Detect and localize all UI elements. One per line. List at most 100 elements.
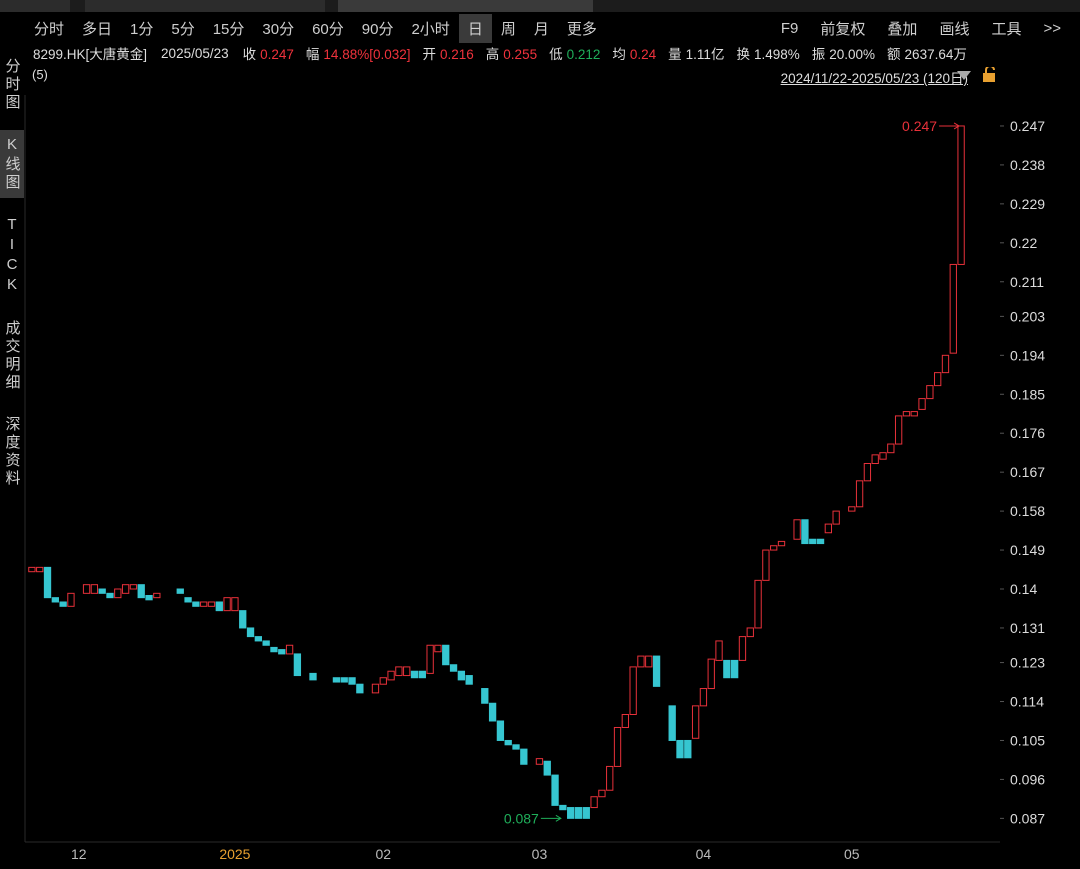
- candle-body: [746, 627, 754, 638]
- candle-body: [652, 655, 661, 687]
- tab[interactable]: [0, 0, 70, 12]
- candle-body: [574, 807, 583, 819]
- candle-body: [887, 443, 895, 454]
- x-tick-label: 05: [844, 846, 860, 862]
- period-button[interactable]: 15分: [212, 20, 245, 38]
- period-button[interactable]: 5分: [171, 20, 195, 38]
- candle-body: [379, 677, 387, 685]
- period-button[interactable]: 分时: [34, 20, 65, 38]
- period-button[interactable]: 2小时: [411, 20, 450, 38]
- sidebar-tab[interactable]: 成交明细: [3, 320, 21, 392]
- candle-body: [723, 659, 731, 679]
- period-button[interactable]: 90分: [361, 20, 394, 38]
- quote-field: 均 0.24: [612, 43, 656, 63]
- candle-body: [121, 584, 130, 594]
- field-value: 0.255: [503, 47, 538, 62]
- period-button[interactable]: 周: [500, 20, 516, 38]
- y-tick-label: 0.096: [1010, 771, 1045, 787]
- candle-body: [106, 592, 114, 599]
- tab[interactable]: [85, 0, 325, 12]
- candle-body: [918, 398, 926, 410]
- sidebar-tab[interactable]: 分时图: [3, 58, 21, 112]
- period-button[interactable]: 1分: [130, 20, 154, 38]
- sidebar-tab[interactable]: K线图: [0, 130, 24, 198]
- period-button[interactable]: 60分: [312, 20, 344, 38]
- lock-icon[interactable]: [983, 73, 995, 82]
- candle-body: [801, 519, 809, 545]
- field-label: 量: [668, 47, 682, 62]
- candle-body: [637, 655, 645, 668]
- candle-body: [941, 354, 950, 374]
- y-tick-label: 0.167: [1010, 464, 1045, 480]
- candle-body: [535, 758, 544, 765]
- y-tick-label: 0.247: [1010, 118, 1045, 134]
- x-tick-label: 02: [375, 846, 391, 862]
- y-tick-label: 0.14: [1010, 581, 1037, 597]
- candle-body: [910, 411, 918, 417]
- candle-body: [481, 688, 489, 704]
- candle-body: [613, 726, 622, 767]
- candle-body: [114, 588, 122, 599]
- candle-body: [67, 592, 75, 607]
- tool-button[interactable]: 工具: [991, 20, 1022, 38]
- candle-body: [176, 588, 184, 594]
- candle-body: [793, 519, 801, 540]
- candle-body: [926, 385, 934, 400]
- field-value: 0.247: [260, 47, 294, 62]
- date-range[interactable]: 2024/11/22-2025/05/23 (120日): [780, 71, 968, 86]
- candle-body: [278, 649, 286, 655]
- sidebar-tab[interactable]: TICK: [3, 216, 21, 296]
- candle-body: [200, 601, 208, 607]
- candle-body: [137, 584, 145, 599]
- candle-body: [36, 566, 44, 573]
- sidebar-tab[interactable]: 深度资料: [3, 416, 21, 488]
- tool-button[interactable]: F9: [780, 19, 799, 37]
- candle-body: [285, 644, 294, 655]
- candle-body: [676, 739, 684, 759]
- symbol: 8299.HK[大唐黄金]: [33, 47, 148, 62]
- candle-body: [309, 672, 317, 681]
- x-tick-label: 04: [696, 846, 712, 862]
- candle-body: [51, 597, 59, 603]
- quote-field: 额 2637.64万: [887, 43, 967, 63]
- field-label: 收: [242, 47, 257, 62]
- candle-body: [832, 510, 840, 525]
- tab[interactable]: [338, 0, 593, 12]
- max-arrow-head: [953, 122, 961, 130]
- candle-body: [418, 670, 426, 679]
- quote-field: 幅 14.88%[0.032]: [306, 43, 411, 63]
- tool-button[interactable]: 叠加: [887, 20, 918, 38]
- quote-date: 2025/05/23: [161, 45, 229, 61]
- tool-button[interactable]: 前复权: [820, 20, 866, 38]
- candle-body: [770, 545, 778, 551]
- tool-button[interactable]: >>: [1043, 19, 1061, 37]
- y-tick-label: 0.149: [1010, 542, 1045, 558]
- quote-field: 低 0.212: [549, 43, 600, 63]
- candle-body: [559, 804, 567, 811]
- candle-body: [691, 705, 700, 739]
- period-button[interactable]: 更多: [566, 20, 597, 38]
- period-button[interactable]: 30分: [262, 20, 295, 38]
- period-button[interactable]: 日: [458, 13, 492, 43]
- max-label: 0.247: [902, 118, 937, 134]
- candle-body: [348, 677, 356, 685]
- period-button[interactable]: 多日: [82, 20, 113, 38]
- candle-body: [863, 463, 872, 482]
- field-label: 高: [485, 47, 500, 62]
- candle-body: [449, 664, 458, 672]
- candle-body: [82, 584, 91, 594]
- candle-body: [520, 748, 528, 765]
- candle-body: [731, 659, 739, 679]
- candle-body: [410, 670, 419, 679]
- period-button[interactable]: 月: [533, 20, 549, 38]
- quote-field: 高 0.255: [486, 43, 537, 63]
- y-tick-label: 0.211: [1010, 274, 1044, 290]
- candle-body: [90, 584, 99, 594]
- field-label: 换: [736, 47, 750, 62]
- min-label: 0.087: [504, 810, 539, 826]
- tool-button[interactable]: 画线: [939, 20, 970, 38]
- y-tick-label: 0.203: [1010, 308, 1045, 324]
- dropdown-arrow[interactable]: [957, 71, 971, 80]
